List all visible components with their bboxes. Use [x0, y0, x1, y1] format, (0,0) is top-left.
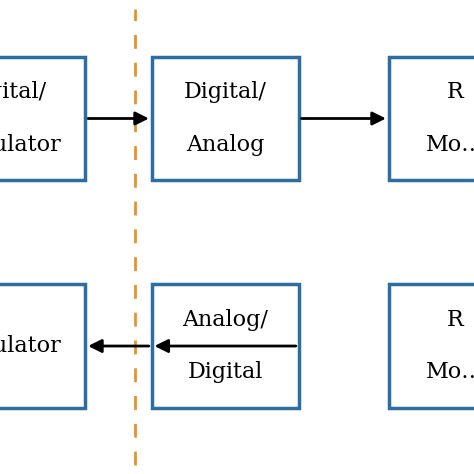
Text: Analog/: Analog/	[182, 309, 268, 331]
Bar	[389, 57, 474, 180]
Text: Mo…: Mo…	[426, 134, 474, 155]
Bar	[389, 284, 474, 408]
Text: Analog: Analog	[186, 134, 264, 155]
Text: igital/: igital/	[0, 82, 47, 103]
Text: Digital: Digital	[187, 361, 263, 383]
Bar	[152, 284, 299, 408]
Bar	[0, 284, 85, 408]
Bar	[152, 57, 299, 180]
Text: Digital/: Digital/	[184, 82, 266, 103]
Text: R: R	[447, 82, 464, 103]
Text: odulator: odulator	[0, 335, 62, 357]
Bar	[0, 57, 85, 180]
Text: R: R	[447, 309, 464, 331]
Text: Mo…: Mo…	[426, 361, 474, 383]
Text: odulator: odulator	[0, 134, 62, 155]
